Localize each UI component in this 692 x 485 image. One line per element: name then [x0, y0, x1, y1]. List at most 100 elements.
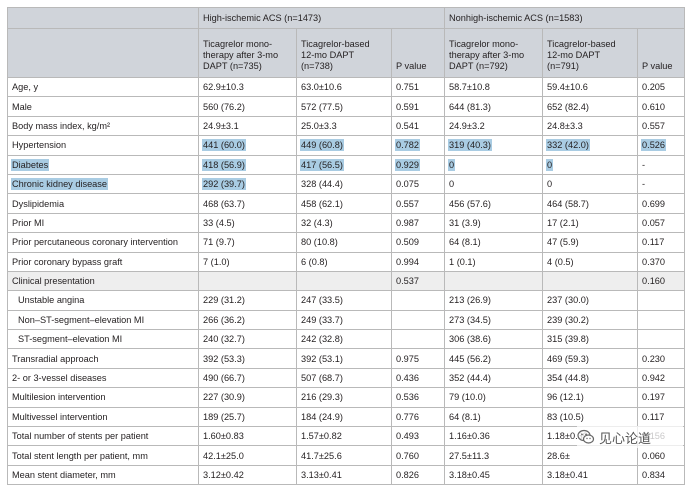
cell-text: Multilesion intervention [12, 392, 106, 403]
mono-high-cell: 71 (9.7) [198, 232, 297, 253]
cell-text: 227 (30.9) [203, 392, 245, 403]
cell-text: 6 (0.8) [301, 256, 328, 267]
pvalue-high-cell: 0.782 [390, 135, 446, 156]
mono-high-cell: 62.9±10.3 [198, 76, 297, 98]
cell-text: 0.536 [396, 392, 419, 403]
watermark: 见心论道 [577, 426, 683, 448]
cell-text: 237 (30.0) [547, 295, 589, 306]
table-row: Prior percutaneous coronary intervention… [7, 232, 686, 253]
mono-high-cell: 240 (32.7) [198, 329, 297, 350]
cell-text: Total stent length per patient, mm [12, 450, 148, 461]
row-label: Mean stent diameter, mm [7, 464, 199, 485]
cell-text: 449 (60.8) [301, 140, 343, 151]
dapt-high-cell: 1.57±0.82 [296, 426, 392, 447]
header-line: 12-mo DAPT [547, 50, 601, 60]
cell-text: 216 (29.3) [301, 392, 343, 403]
cell-text: 41.7±25.6 [301, 450, 342, 461]
table-row: Diabetes 418 (56.9) 417 (56.5) 0.929 0 0 - [7, 154, 686, 175]
cell-text: 0.975 [396, 353, 419, 364]
cell-text: 0.117 [642, 237, 665, 248]
cell-text: - [642, 159, 646, 170]
row-label: Male [7, 96, 199, 117]
cell-text: 24.9±3.2 [449, 120, 485, 131]
dapt-nonhigh-cell: 239 (30.2) [542, 309, 639, 331]
mono-high-cell: 560 (76.2) [198, 96, 297, 117]
row-label: Transradial approach [7, 348, 199, 369]
table-row: Chronic kidney disease 292 (39.7) 328 (44.… [7, 173, 686, 195]
cell-text: 560 (76.2) [203, 101, 245, 112]
cell-text: 62.9±10.3 [203, 82, 244, 93]
cell-text: 33 (4.5) [203, 217, 235, 228]
cell-text: 249 (33.7) [301, 314, 343, 325]
cell-text: 25.0±3.3 [301, 120, 337, 131]
cell-text: Total number of stents per patient [12, 431, 149, 442]
pvalue-nonhigh-cell: 0.197 [637, 387, 686, 408]
cell-text: 0.610 [642, 101, 666, 112]
cell-text: 2- or 3-vessel diseases [12, 373, 107, 384]
pvalue-high-cell: 0.751 [390, 76, 446, 98]
row-label: Hypertension [7, 135, 199, 156]
mono-nonhigh-cell [444, 270, 544, 292]
cell-text: Prior coronary bypass graft [12, 256, 123, 267]
cell-text: 644 (81.3) [449, 101, 491, 112]
cell-text: 0 [449, 179, 455, 190]
row-label: Prior percutaneous coronary intervention [7, 232, 199, 253]
cell-text: 456 (57.6) [449, 198, 491, 209]
mono-nonhigh-cell: 58.7±10.8 [444, 76, 544, 98]
dapt-nonhigh-cell: 47 (5.9) [542, 232, 639, 253]
cell-text: 468 (63.7) [203, 198, 245, 209]
column-header-mono-nonhigh: Ticagrelor mono-therapy after 3-mo DAPT (… [444, 28, 544, 78]
dapt-high-cell: 392 (53.1) [296, 348, 392, 369]
cell-text: 354 (44.8) [547, 373, 589, 384]
cell-text: Transradial approach [12, 353, 99, 364]
cell-text: 1.60±0.83 [203, 431, 244, 442]
row-label: Non–ST-segment–elevation MI [7, 309, 199, 331]
column-header-pvalue-high: P value [390, 28, 446, 78]
pvalue-high-cell: 0.591 [390, 96, 446, 117]
cell-text: 0.994 [396, 256, 419, 267]
mono-high-cell: 392 (53.3) [198, 348, 297, 369]
pvalue-high-cell [390, 329, 446, 350]
mono-high-cell: 418 (56.9) [198, 154, 297, 175]
pvalue-high-cell: 0.537 [390, 270, 446, 292]
cell-text: 0.751 [396, 82, 419, 93]
header-line: Ticagrelor mono- [449, 39, 519, 49]
dapt-high-cell: 249 (33.7) [296, 309, 392, 331]
pvalue-nonhigh-cell: 0.205 [637, 76, 686, 98]
pvalue-high-cell: 0.975 [390, 348, 446, 369]
header-line: 12-mo DAPT [301, 50, 355, 60]
cell-text: 0.557 [642, 120, 666, 131]
pvalue-nonhigh-cell: 0.057 [637, 212, 686, 234]
dapt-nonhigh-cell: 3.18±0.41 [542, 464, 639, 485]
dapt-nonhigh-cell: 59.4±10.6 [542, 76, 639, 98]
cell-text: ST-segment–elevation MI [18, 334, 123, 345]
mono-nonhigh-cell: 31 (3.9) [444, 212, 544, 234]
row-label: Total stent length per patient, mm [7, 445, 199, 466]
dapt-high-cell: 328 (44.4) [296, 173, 392, 195]
dapt-high-cell: 3.13±0.41 [296, 464, 392, 485]
row-label: Body mass index, kg/m² [7, 115, 199, 137]
mono-nonhigh-cell: 24.9±3.2 [444, 115, 544, 137]
mono-nonhigh-cell: 1 (0.1) [444, 251, 544, 272]
cell-text: 1.16±0.36 [449, 431, 490, 442]
group-header-row: High-ischemic ACS (n=1473) Nonhigh-ische… [7, 7, 686, 29]
cell-text: 0.557 [396, 198, 419, 209]
cell-text: 47 (5.9) [547, 237, 579, 248]
mono-high-cell: 292 (39.7) [198, 173, 297, 195]
column-header-pvalue-nonhigh: P value [637, 28, 686, 78]
mono-high-cell: 42.1±25.0 [198, 445, 297, 466]
cell-text: 17 (2.1) [547, 217, 579, 228]
table-row: Clinical presentation 0.537 0.160 [7, 270, 686, 292]
dapt-nonhigh-cell: 28.6± [542, 445, 639, 466]
table-row: ST-segment–elevation MI 240 (32.7) 242 (32… [7, 329, 686, 350]
pvalue-nonhigh-cell: 0.610 [637, 96, 686, 117]
cell-text: 247 (33.5) [301, 295, 343, 306]
mono-nonhigh-cell: 352 (44.4) [444, 367, 544, 389]
wechat-logo-icon [577, 429, 595, 444]
cell-text: 1.18±0.39 [547, 431, 588, 442]
cell-text: 458 (62.1) [301, 198, 343, 209]
dapt-nonhigh-cell: 652 (82.4) [542, 96, 639, 117]
cell-text: 0.699 [642, 198, 666, 209]
dapt-high-cell: 507 (68.7) [296, 367, 392, 389]
cell-text: 0.057 [642, 217, 666, 228]
